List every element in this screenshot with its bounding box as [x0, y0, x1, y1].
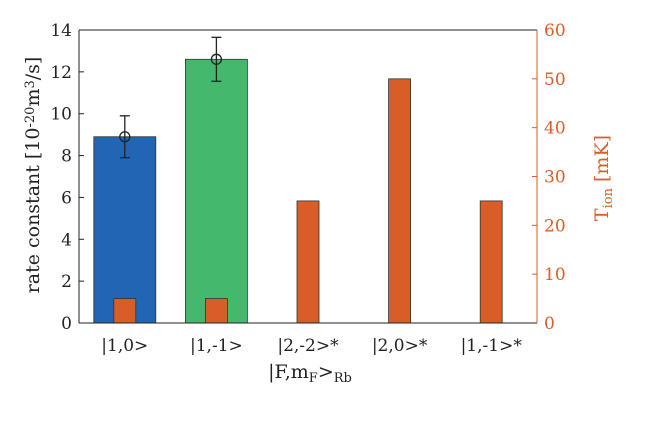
bar-t-ion: [479, 200, 503, 324]
bar-t-ion: [296, 200, 320, 324]
x-tick-labels: |1,0> |1,-1> |2,-2>* |2,0>* |1,-1>*: [101, 336, 522, 356]
bar-rate-constant: [93, 136, 157, 324]
error-bars: [119, 36, 223, 159]
right-tick-label: 0: [544, 314, 555, 334]
bar-rate-constant: [184, 58, 248, 324]
left-tick-label: 8: [61, 147, 72, 167]
bar-t-ion: [113, 298, 137, 324]
right-tick-label: 10: [544, 265, 566, 285]
bars-right-series: [113, 78, 503, 324]
bar-t-ion: [388, 78, 412, 324]
x-tick-label: |1,-1>: [190, 336, 243, 356]
right-tick-label: 40: [544, 119, 566, 139]
right-tick-label: 20: [544, 216, 566, 236]
error-bar-marker: [119, 131, 131, 143]
right-y-ticks: 0 10 20 30 40 50 60: [532, 21, 566, 334]
left-tick-label: 6: [61, 188, 72, 208]
left-tick-label: 14: [50, 21, 72, 41]
right-y-axis-label: Tion [mK]: [591, 135, 616, 221]
x-tick-label: |1,0>: [101, 336, 148, 356]
left-tick-label: 10: [50, 105, 72, 125]
x-axis-label: |F,mF>Rb: [268, 361, 352, 386]
x-tick-label: |2,-2>*: [277, 336, 339, 356]
left-tick-label: 0: [61, 314, 72, 334]
left-y-axis-label: rate constant [10-20m3/s]: [22, 57, 44, 294]
right-tick-label: 30: [544, 168, 566, 188]
x-tick-label: |2,0>*: [372, 336, 428, 356]
bars-left-series: [93, 58, 248, 324]
left-tick-label: 4: [61, 230, 72, 250]
right-tick-label: 60: [544, 21, 566, 41]
left-tick-label: 2: [61, 272, 72, 292]
x-tick-label: |1,-1>*: [461, 336, 523, 356]
right-tick-label: 50: [544, 70, 566, 90]
left-tick-label: 12: [50, 63, 72, 83]
error-bar-marker: [210, 53, 223, 65]
bar-t-ion: [204, 298, 228, 324]
plot-frame: [78, 29, 538, 324]
